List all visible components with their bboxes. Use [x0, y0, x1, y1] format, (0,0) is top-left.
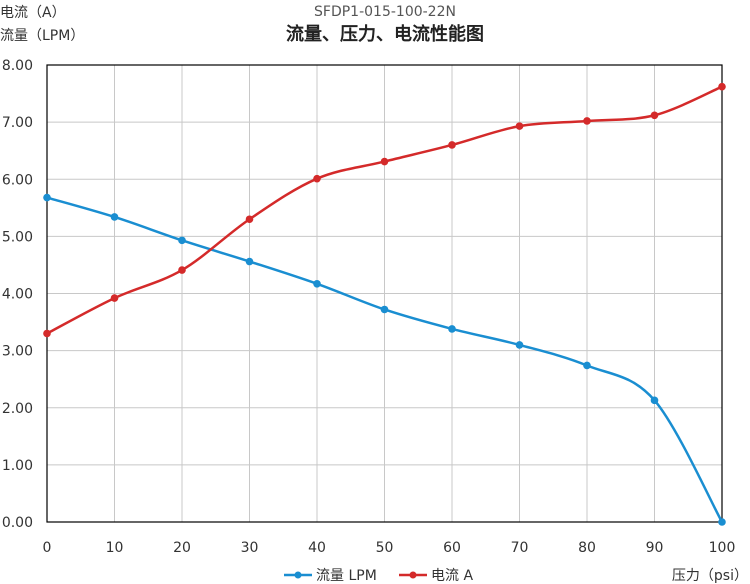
x-tick-label: 60 [443, 540, 461, 556]
x-tick-label: 100 [709, 540, 736, 556]
y-tick-labels: 0.00 1.00 2.00 3.00 4.00 5.00 6.00 7.00 8.00 [2, 58, 33, 531]
y-tick-label: 0.00 [2, 515, 33, 531]
data-point-flow [650, 396, 659, 405]
y-tick-label: 2.00 [2, 401, 33, 417]
x-tick-label: 90 [646, 540, 664, 556]
data-point-current [718, 82, 726, 91]
x-tick-label: 80 [578, 540, 596, 556]
data-point-flow [178, 236, 186, 245]
data-point-current [245, 215, 254, 224]
data-point-flow [380, 305, 389, 314]
legend-flow-marker [294, 571, 302, 579]
chart-title: SFDP1-015-100-22N [314, 4, 456, 20]
data-point-current [650, 111, 659, 120]
legend: 流量 LPM 电流 A [284, 568, 473, 584]
data-point-flow [43, 193, 51, 202]
x-tick-label: 70 [511, 540, 529, 556]
grid [46, 64, 723, 523]
data-point-current [178, 266, 186, 274]
y-axis-label-current: 电流（A） [0, 5, 66, 21]
legend-current-label: 电流 A [431, 568, 473, 584]
y-tick-label: 1.00 [2, 458, 33, 474]
x-tick-label: 30 [241, 540, 259, 556]
data-point-flow [515, 341, 524, 349]
y-tick-label: 7.00 [2, 115, 33, 131]
x-tick-labels: 0 10 20 30 40 50 60 70 80 90 100 [43, 540, 736, 556]
data-point-current [448, 141, 456, 149]
data-point-flow [110, 213, 119, 221]
series-layer [43, 82, 726, 526]
x-tick-label: 40 [308, 540, 326, 556]
series-line-flow [46, 196, 724, 523]
legend-flow-label: 流量 LPM [316, 568, 377, 584]
data-point-flow [245, 257, 254, 266]
data-point-current [583, 117, 591, 125]
x-tick-label: 50 [376, 540, 394, 556]
y-tick-label: 3.00 [2, 344, 33, 360]
y-axis-label-flow: 流量（LPM） [0, 28, 84, 44]
data-point-flow [718, 518, 726, 526]
x-tick-label: 10 [106, 540, 124, 556]
y-tick-label: 5.00 [2, 229, 33, 245]
data-point-current [43, 329, 51, 338]
y-tick-label: 6.00 [2, 172, 33, 188]
y-tick-label: 4.00 [2, 287, 33, 303]
x-axis-label: 压力（psi） [672, 568, 748, 584]
data-point-flow [448, 325, 456, 333]
x-tick-label: 20 [173, 540, 191, 556]
data-point-current [380, 157, 389, 166]
data-point-current [110, 294, 119, 302]
legend-current-marker [409, 571, 417, 579]
y-tick-label: 8.00 [2, 58, 33, 74]
x-tick-label: 0 [43, 540, 52, 556]
data-point-flow [583, 361, 591, 370]
data-point-current [313, 174, 321, 183]
plot-frame [46, 64, 723, 523]
chart-subtitle: 流量、压力、电流性能图 [286, 23, 484, 45]
data-point-current [515, 122, 524, 130]
data-point-flow [313, 279, 321, 288]
